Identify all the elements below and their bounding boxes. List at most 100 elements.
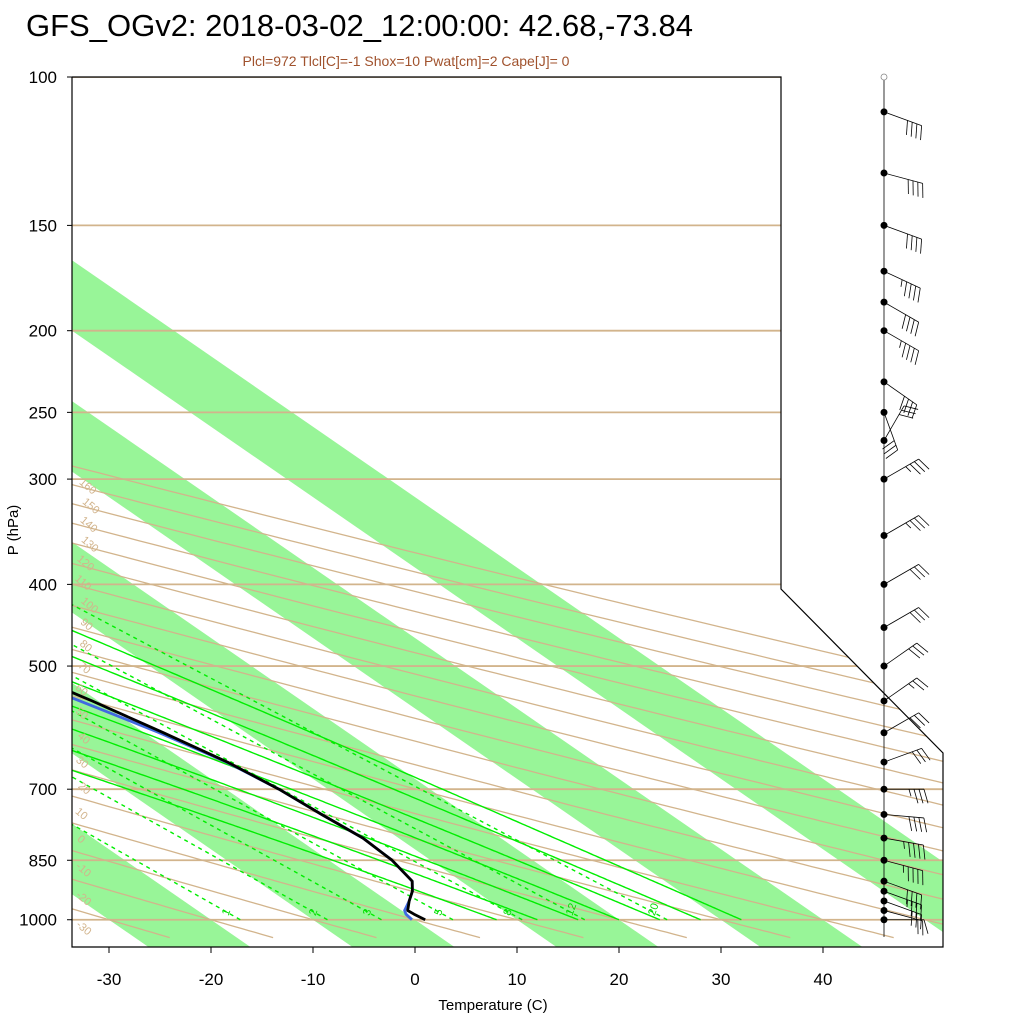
wind-barb-shaft [883,515,919,536]
wind-barb-flag [906,345,911,360]
y-tick-label: 150 [29,216,57,235]
wind-barb-flag [915,903,918,918]
mixing-ratio-label: 20 [646,902,661,918]
wind-barb-flag [917,288,921,303]
wind-barb-flag [901,343,907,358]
wind-barb-flag [912,645,925,656]
dry-adiabat-line [72,77,943,939]
dry-adiabat-label: 10 [73,806,90,823]
wind-barb-flag [913,285,917,301]
y-tick-label: 700 [29,780,57,799]
wind-barb-flag [915,123,918,139]
wind-barb-flag [907,401,914,416]
wind-barb-column [880,73,931,937]
wind-barb-flag [920,125,922,141]
wind-barb-flag [898,414,914,419]
wind-barb-shaft [883,225,922,240]
wind-barb-flag [909,717,921,729]
wind-barb-flag [909,463,921,475]
wind-barb-flag [910,122,913,137]
wind-barb-flag [908,816,913,832]
mixing-ratio-label: 5 [432,907,445,917]
wind-barb-shaft [883,900,922,916]
mixing-ratio-line [72,583,382,921]
wind-barb-shaft [883,111,922,126]
moist-adiabat-line [72,384,497,921]
wind-barb-shaft [883,814,924,819]
isotherm-band [72,77,660,947]
mixing-ratio-label: 8 [501,907,514,917]
y-tick-label: 400 [29,575,57,594]
wind-barb-flag [914,322,920,337]
wind-barb-flag [900,279,903,287]
x-tick-label: 30 [712,970,731,989]
wind-barb-flag [920,914,922,930]
wind-barb-shaft [883,607,919,628]
moist-adiabat-line [72,384,579,921]
dry-adiabat-label: 140 [78,514,100,535]
wind-barb-flag [923,919,929,934]
wind-barb-flag [910,911,913,926]
y-tick-label: 850 [29,851,57,870]
y-tick-label: 1000 [19,911,57,930]
wind-barb-flag [915,237,918,252]
moist-adiabat-line [72,384,701,921]
wind-barb-flag [883,444,897,455]
x-tick-label: 10 [508,970,527,989]
y-tick-label: 300 [29,470,57,489]
wind-barb-flag [906,120,908,135]
mixing-ratio-line [72,583,241,921]
wind-barb-flag [914,714,926,726]
dry-adiabat-line [72,77,943,939]
wind-barb-flag [903,398,909,413]
wind-barb-flag [918,458,930,470]
x-tick-label: 40 [814,970,833,989]
mixing-ratio-line [72,583,328,921]
mixing-ratio-label: 12 [564,902,579,918]
y-tick-label: 200 [29,322,57,341]
wind-barb-flag [918,515,930,526]
wind-barb-shaft [883,564,919,585]
wind-barb-flag [901,409,916,415]
wind-barb-flag [908,648,921,659]
y-tick-label: 500 [29,657,57,676]
wind-barb-flag [885,449,898,459]
wind-barb-flag [908,683,915,689]
wind-barb-flag [918,712,930,724]
wind-barb-flag [905,522,912,529]
dry-adiabat-label: -30 [74,919,94,938]
wind-barb-flag [910,348,915,363]
dry-adiabat-line [72,77,481,939]
wind-barb-flag [918,817,923,832]
y-axis-title: P (hPa) [5,505,22,556]
wind-barb-shaft [883,712,919,734]
mixing-ratio-line [72,583,586,921]
dry-adiabat-line [72,77,377,939]
wind-barb-flag [918,607,930,618]
wind-barb-flag [915,912,918,928]
wind-barb-flag [913,816,918,832]
dry-adiabat-line [72,77,943,939]
wind-barb-flag [920,894,922,910]
wind-barb-shaft [883,880,922,896]
wind-barb-flag [908,842,911,857]
wind-barb-flag [923,789,929,804]
dry-adiabat-label: 20 [76,780,93,797]
moist-adiabats [72,384,742,921]
moist-adiabat-line [72,384,742,921]
wind-barb-flag [903,841,905,849]
wind-barb-shaft [883,412,899,451]
dry-adiabat-line [72,77,943,939]
wind-barb-flag [911,751,922,764]
wind-barb-flag [913,843,916,858]
plot-frame [71,76,944,948]
dry-adiabat-label: 150 [80,496,102,517]
x-tick-label: -10 [301,970,326,989]
moist-adiabat-line [72,384,620,921]
wind-barb-flag [918,844,921,859]
wind-barb-flag [916,642,929,653]
wind-barb-shaft [883,859,923,872]
dry-adiabat-line [72,77,894,939]
wind-barb-flag [882,440,895,450]
